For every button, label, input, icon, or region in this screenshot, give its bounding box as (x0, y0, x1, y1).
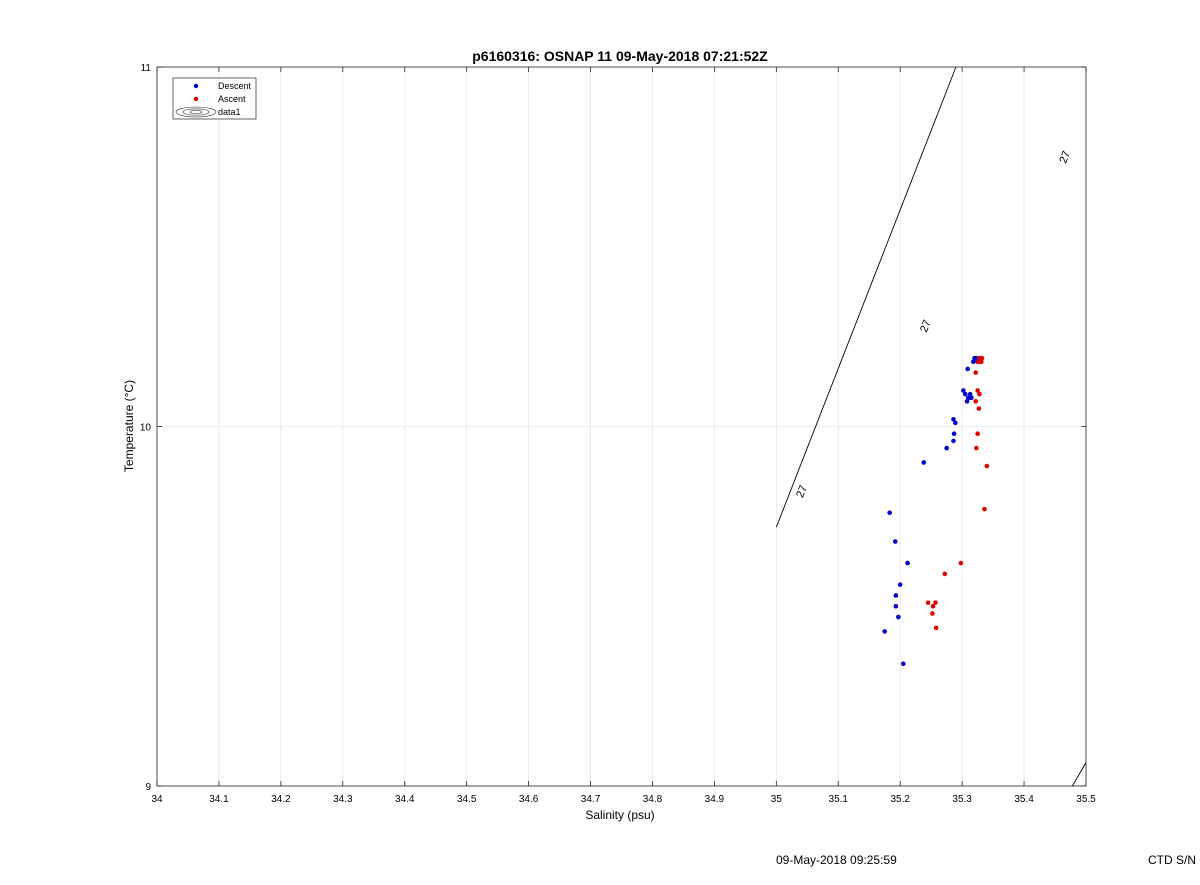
chart-title: p6160316: OSNAP 11 09-May-2018 07:21:52Z (472, 48, 768, 64)
x-tick-label: 35 (771, 794, 783, 805)
descent-point (882, 629, 888, 634)
y-axis: 9 10 11 (140, 63, 1086, 793)
ascent-point (982, 506, 987, 512)
y-tick-label: 10 (140, 423, 152, 434)
ascent-point (930, 603, 936, 609)
x-tick-label: 34.2 (271, 794, 291, 805)
x-tick-label: 34 (151, 794, 163, 805)
y-tick-label: 9 (145, 782, 151, 793)
footer-ctd-label: CTD S/N (1148, 853, 1196, 867)
x-tick-label: 34.9 (705, 794, 725, 805)
legend-box (172, 77, 257, 120)
y-axis-label: Temperature (°C) (122, 380, 136, 472)
ascent-point (974, 445, 979, 451)
descent-point (887, 510, 892, 516)
descent-point (893, 603, 899, 609)
x-tick-label: 35.2 (890, 794, 910, 805)
x-tick-label: 34.6 (519, 794, 539, 805)
descent-point (944, 445, 949, 451)
x-tick-label: 34.1 (209, 794, 229, 805)
legend-label-descent: Descent (218, 81, 252, 91)
ascent-point (933, 600, 938, 605)
contour-lines: 27 27 27 (775, 66, 1087, 787)
descent-point (967, 391, 973, 397)
contour-label-bg (916, 316, 934, 336)
descent-point (969, 395, 974, 401)
legend-label-ascent: Ascent (218, 94, 246, 104)
descent-point (970, 359, 976, 365)
legend-label-data1: data1 (218, 107, 241, 117)
x-tick-label: 34.8 (643, 794, 663, 805)
descent-point (953, 420, 958, 426)
descent-point (897, 582, 903, 587)
ascent-point (958, 560, 964, 566)
footer-timestamp: 09-May-2018 09:25:59 (776, 853, 897, 867)
x-tick-label: 34.5 (457, 794, 477, 805)
ascent-point (930, 611, 935, 616)
ascent-point (977, 391, 982, 397)
ascent-point (977, 355, 983, 361)
descent-point (965, 366, 971, 372)
contour-line (1071, 762, 1087, 787)
ascent-point (975, 431, 980, 436)
legend-marker-descent (193, 83, 199, 89)
contour-label: 27 (918, 318, 934, 334)
contour-label-bg (1055, 147, 1073, 167)
contour-label-bg (792, 481, 810, 501)
ascent-point (979, 359, 984, 365)
y-tick-label: 11 (141, 63, 152, 74)
x-tick-label: 34.7 (581, 794, 601, 805)
legend-marker-ascent (193, 96, 199, 102)
x-tick-label: 35.1 (829, 794, 849, 805)
descent-point (951, 438, 956, 444)
ascent-point (984, 463, 990, 469)
descent-point (962, 391, 968, 397)
contour-line (775, 66, 957, 528)
ascent-point (925, 600, 931, 605)
ascent-point (975, 388, 980, 393)
descent-point (961, 388, 966, 393)
x-tick-label: 35.4 (1014, 794, 1034, 805)
ascent-point (976, 406, 982, 411)
x-tick-label: 34.4 (395, 794, 415, 805)
descent-point (921, 460, 927, 465)
descent-point (896, 614, 901, 620)
grid (156, 66, 1087, 787)
descent-point (892, 539, 898, 544)
x-tick-label: 34.3 (333, 794, 353, 805)
legend-contour-icon (175, 106, 217, 118)
ascent-point (942, 571, 948, 577)
ascent-point (973, 370, 979, 375)
descent-point (951, 417, 956, 422)
ascent-point (973, 399, 979, 404)
descent-point (900, 661, 906, 667)
x-tick-label: 35.5 (1076, 794, 1096, 805)
contour-label: 27 (794, 484, 810, 500)
ascent-point (933, 625, 939, 631)
x-tick-label: 35.3 (952, 794, 972, 805)
x-axis-label: Salinity (psu) (585, 808, 654, 822)
descent-point (905, 560, 910, 566)
x-axis: 34 34.1 34.2 34.3 34.4 34.5 34.6 34.7 34.8 34.9 35… (151, 67, 1096, 805)
data-points (882, 355, 990, 667)
descent-point (951, 431, 957, 436)
descent-point (893, 593, 899, 598)
descent-point (964, 399, 970, 404)
legend: Descent Ascent data1 (172, 77, 257, 120)
contour-label: 27 (1057, 149, 1073, 165)
